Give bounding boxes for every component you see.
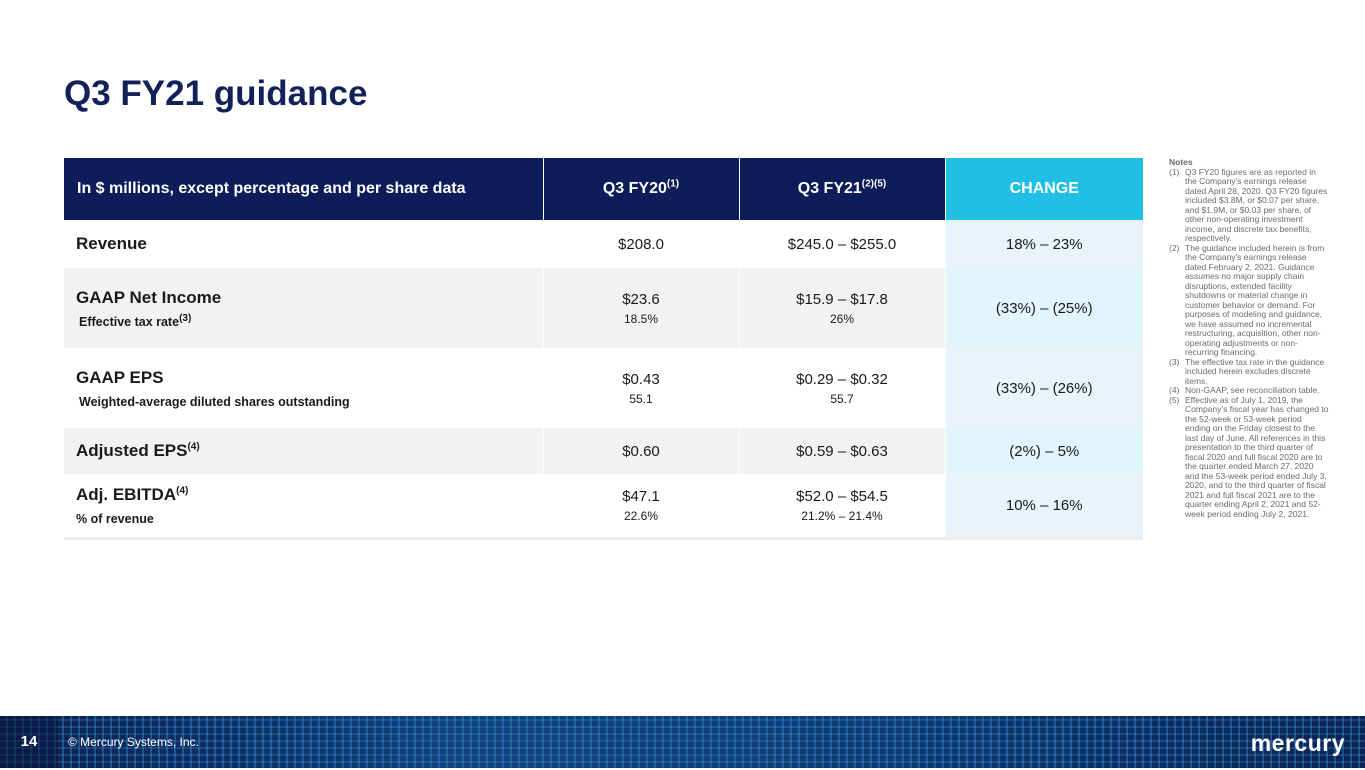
table-row-adjusted-eps: Adjusted EPS(4) $0.60 $0.59 – $0.63 (2%)… (64, 428, 1143, 474)
note-item: (1) Q3 FY20 figures are as reported in t… (1169, 166, 1328, 243)
fy20-cell: $47.1 22.6% (542, 474, 739, 540)
fy21-cell: $15.9 – $17.8 26% (738, 268, 945, 348)
fy21-cell: $245.0 – $255.0 (738, 220, 945, 268)
header-change: CHANGE (944, 158, 1143, 220)
row-label: GAAP EPS (76, 367, 164, 387)
note-item: (5) Effective as of July 1, 2019, the Co… (1169, 394, 1329, 519)
fy20-cell: $208.0 (542, 220, 739, 268)
fy20-cell: $0.60 (542, 428, 739, 474)
copyright-text: © Mercury Systems, Inc. (68, 735, 199, 749)
table-row-gaap-net-income: GAAP Net Income Effective tax rate(3) $2… (64, 268, 1143, 348)
row-label-cell: Adj. EBITDA(4) % of revenue (64, 474, 543, 540)
fy21-cell: $0.59 – $0.63 (738, 428, 945, 474)
page-number: 14 (0, 716, 58, 768)
footer-bar: 14 © Mercury Systems, Inc. mercury (0, 716, 1365, 768)
note-item: (4) Non-GAAP, see reconciliation table. (1169, 385, 1320, 395)
guidance-table: In $ millions, except percentage and per… (64, 158, 1143, 540)
change-cell: (2%) – 5% (944, 428, 1143, 474)
change-cell: 18% – 23% (944, 220, 1143, 268)
notes-title: Notes (1169, 157, 1193, 167)
row-label: Revenue (76, 234, 147, 253)
note-item: (3) The effective tax rate in the guidan… (1169, 356, 1325, 386)
header-q3-fy20: Q3 FY20(1) (542, 158, 739, 220)
row-label-cell: Revenue (64, 220, 543, 268)
footnotes: Notes (1) Q3 FY20 figures are as reporte… (1169, 157, 1329, 519)
page-title: Q3 FY21 guidance (64, 74, 368, 113)
table-row-revenue: Revenue $208.0 $245.0 – $255.0 18% – 23% (64, 220, 1143, 268)
header-label: In $ millions, except percentage and per… (64, 158, 543, 220)
change-cell: (33%) – (26%) (944, 348, 1143, 428)
fy21-cell: $52.0 – $54.5 21.2% – 21.4% (738, 474, 945, 540)
change-cell: (33%) – (25%) (944, 268, 1143, 348)
mercury-logo: mercury (1250, 730, 1345, 756)
row-label-cell: GAAP Net Income Effective tax rate(3) (64, 268, 543, 348)
row-sublabel: Weighted-average diluted shares outstand… (79, 394, 350, 409)
row-label-cell: Adjusted EPS(4) (64, 428, 543, 474)
row-label-cell: GAAP EPS Weighted-average diluted shares… (64, 348, 543, 428)
table-row-gaap-eps: GAAP EPS Weighted-average diluted shares… (64, 348, 1143, 428)
fy20-cell: $23.6 18.5% (542, 268, 739, 348)
row-label: Adj. EBITDA(4) (76, 484, 189, 504)
table-row-adj-ebitda: Adj. EBITDA(4) % of revenue $47.1 22.6% … (64, 474, 1143, 540)
row-label: GAAP Net Income (76, 287, 222, 307)
row-sublabel: Effective tax rate(3) (79, 312, 192, 329)
row-sublabel: % of revenue (76, 511, 154, 526)
table-header-row: In $ millions, except percentage and per… (64, 158, 1143, 220)
fy21-cell: $0.29 – $0.32 55.7 (738, 348, 945, 428)
fy20-cell: $0.43 55.1 (542, 348, 739, 428)
change-cell: 10% – 16% (944, 474, 1143, 540)
header-q3-fy21: Q3 FY21(2)(5) (738, 158, 945, 220)
row-label: Adjusted EPS(4) (76, 441, 200, 460)
note-item: (2) The guidance included herein is from… (1169, 242, 1325, 357)
